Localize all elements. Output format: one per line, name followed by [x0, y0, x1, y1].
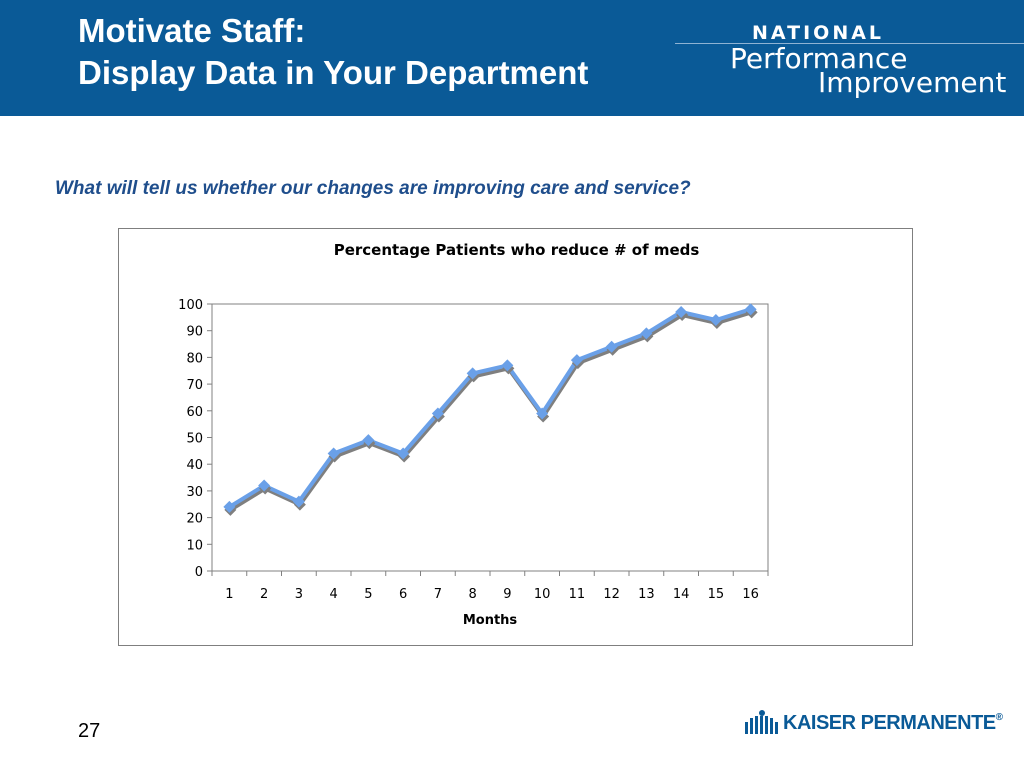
y-tick-label: 40 [186, 458, 203, 473]
data-point [292, 495, 305, 508]
data-point [536, 407, 549, 420]
x-tick-label: 15 [708, 587, 725, 602]
x-tick-label: 1 [225, 587, 233, 602]
y-tick-label: 100 [178, 298, 203, 313]
data-point [327, 447, 340, 460]
question-text: What will tell us whether our changes ar… [55, 178, 691, 199]
logo-performance-text: Performance [730, 42, 908, 75]
title-line-1: Motivate Staff: [78, 12, 306, 49]
logo-national-text: NATIONAL [752, 22, 885, 44]
y-tick-label: 50 [186, 432, 203, 447]
data-point [675, 306, 688, 319]
data-point [570, 354, 583, 367]
data-point [709, 314, 722, 327]
x-tick-label: 3 [295, 587, 303, 602]
page-number: 27 [78, 720, 101, 742]
series-line [228, 307, 752, 509]
y-tick-label: 70 [186, 378, 203, 393]
y-tick-label: 20 [186, 512, 203, 527]
series-line-shadow [229, 310, 753, 512]
logo-improvement-text: Improvement [818, 66, 1007, 99]
data-point [605, 340, 618, 353]
x-tick-label: 16 [742, 587, 759, 602]
x-tick-label: 10 [534, 587, 551, 602]
y-tick-label: 10 [186, 538, 203, 553]
data-point [640, 327, 653, 340]
data-point [397, 447, 410, 460]
x-tick-label: 8 [468, 587, 476, 602]
brand-name-text: KAISER PERMANENTE [783, 712, 996, 734]
y-tick-label: 60 [186, 405, 203, 420]
x-tick-label: 14 [673, 587, 690, 602]
x-tick-label: 12 [603, 587, 620, 602]
x-axis-label: Months [463, 613, 518, 628]
slide-title: Motivate Staff: Display Data in Your Dep… [78, 10, 588, 94]
data-point [258, 479, 271, 492]
y-tick-label: 0 [195, 565, 203, 580]
y-tick-label: 90 [186, 325, 203, 340]
x-tick-label: 2 [260, 587, 268, 602]
x-tick-label: 5 [364, 587, 372, 602]
x-tick-label: 9 [503, 587, 511, 602]
chart-frame: Percentage Patients who reduce # of meds… [118, 228, 913, 646]
x-tick-label: 7 [434, 587, 442, 602]
y-tick-label: 80 [186, 351, 203, 366]
title-line-2: Display Data in Your Department [78, 54, 589, 91]
data-point [744, 303, 757, 316]
kaiser-logo-icon [745, 710, 778, 734]
data-point [501, 359, 514, 372]
brand-registered-mark: ® [995, 712, 1003, 723]
logo-divider [675, 43, 1024, 44]
x-tick-label: 13 [638, 587, 655, 602]
data-point [431, 407, 444, 420]
plot-area [211, 303, 769, 572]
y-tick-label: 30 [186, 485, 203, 500]
data-point [223, 500, 236, 513]
x-tick-label: 6 [399, 587, 407, 602]
x-tick-label: 11 [569, 587, 586, 602]
data-point [466, 367, 479, 380]
chart-title: Percentage Patients who reduce # of meds [333, 241, 700, 259]
header-bar: Motivate Staff: Display Data in Your Dep… [0, 0, 1024, 116]
x-tick-label: 4 [329, 587, 337, 602]
data-point [362, 434, 375, 447]
brand-name: KAISER PERMANENTE® [783, 712, 1003, 735]
